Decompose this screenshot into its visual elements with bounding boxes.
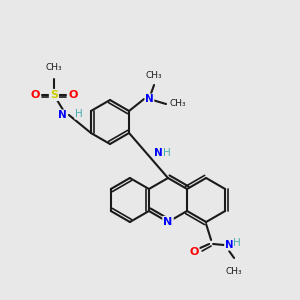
Text: CH₃: CH₃ [169, 100, 186, 109]
Text: H: H [75, 109, 83, 119]
Text: O: O [189, 247, 199, 257]
Text: O: O [68, 90, 78, 100]
Text: N: N [225, 240, 233, 250]
Text: H: H [163, 148, 170, 158]
Text: O: O [30, 90, 40, 100]
Text: CH₃: CH₃ [46, 63, 62, 72]
Text: CH₃: CH₃ [226, 267, 242, 276]
Text: H: H [233, 238, 241, 248]
Text: N: N [145, 94, 154, 104]
Text: N: N [58, 110, 67, 120]
Text: S: S [50, 90, 58, 100]
Text: CH₃: CH₃ [146, 71, 162, 80]
Text: N: N [164, 217, 172, 227]
Text: N: N [154, 148, 163, 158]
